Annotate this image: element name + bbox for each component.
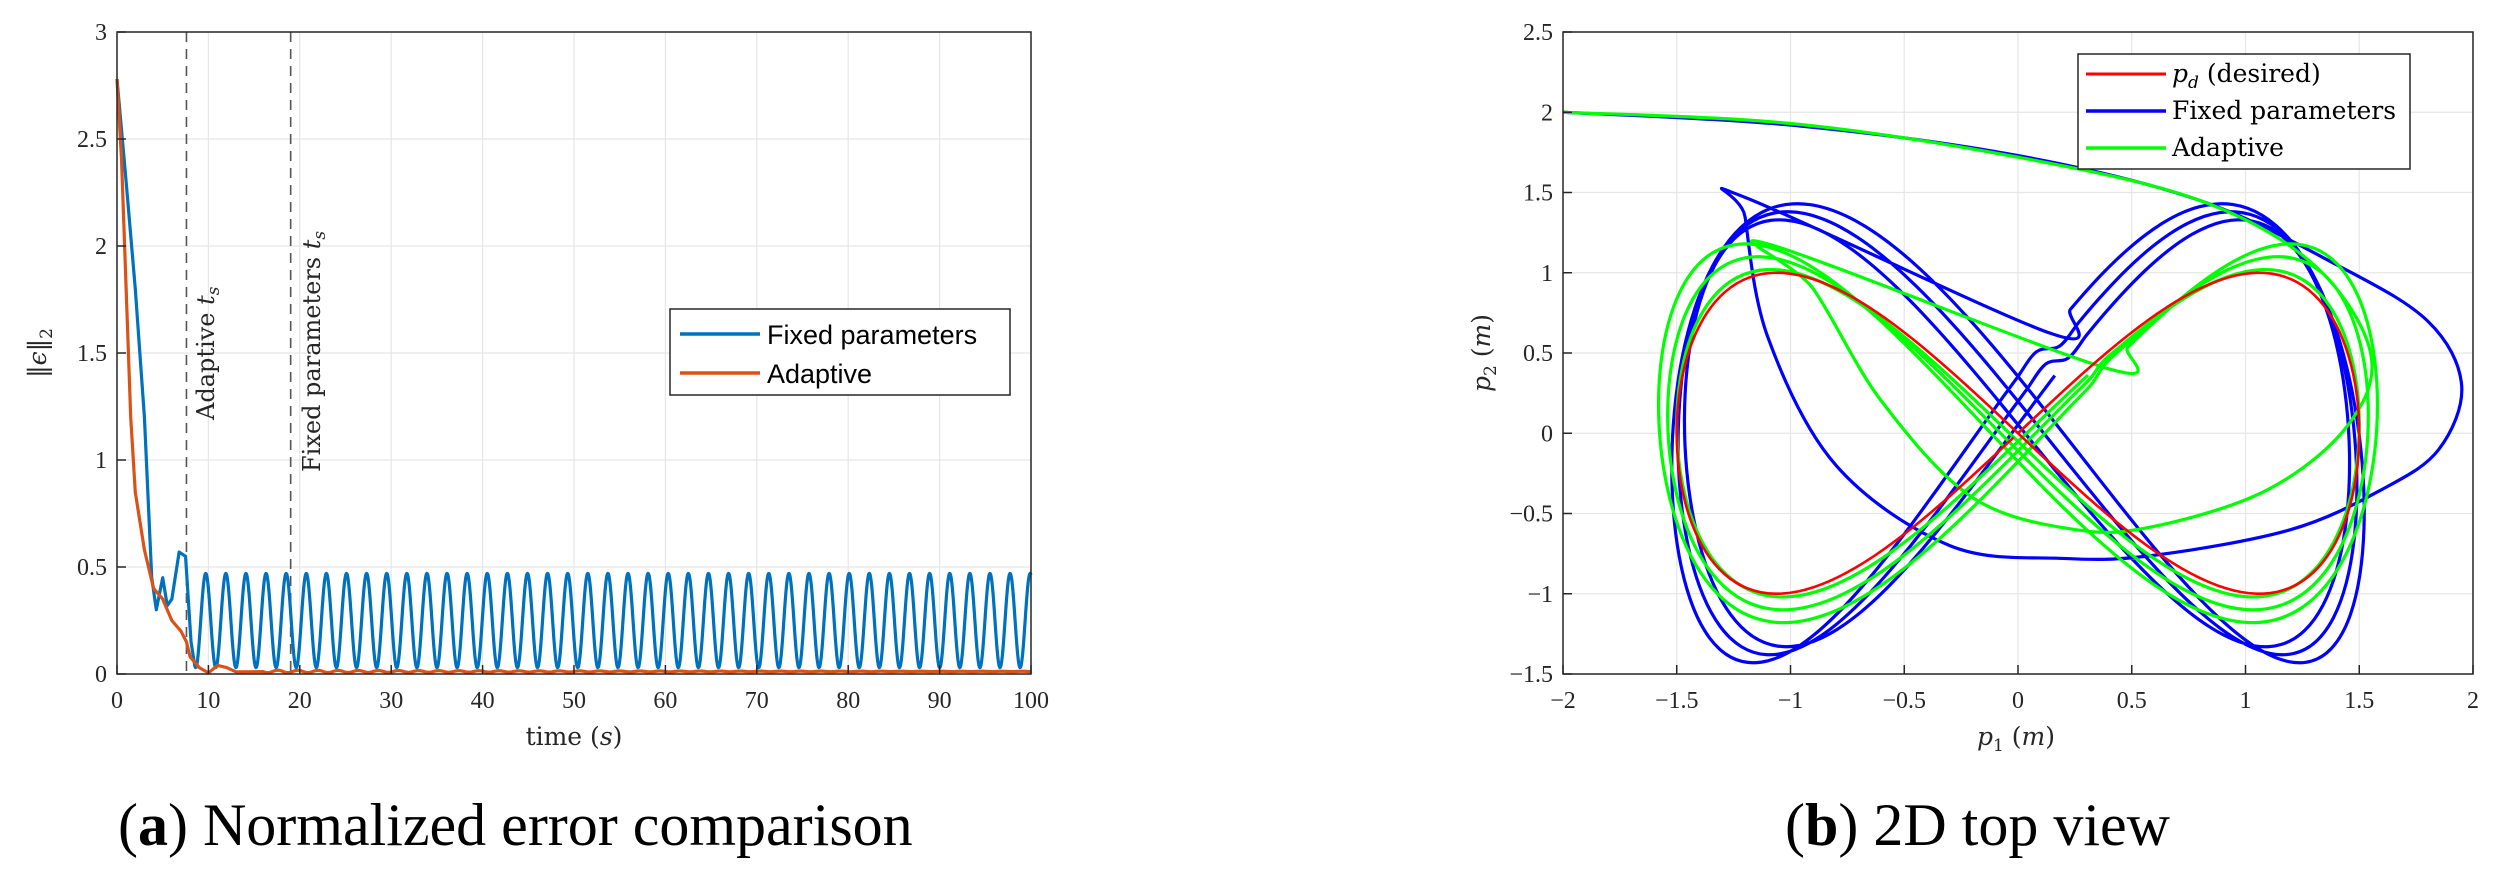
tick-label-x: 70 xyxy=(745,688,769,714)
panel-a-ticks xyxy=(116,31,1032,675)
panel-a-xlabel: time (s) xyxy=(526,722,623,751)
tick-label-x: 60 xyxy=(653,688,677,714)
panel-a-ylabel: ‖ϵ‖2 xyxy=(23,328,57,378)
tick-label-y: 0.5 xyxy=(77,555,107,581)
tick-label-y: 0 xyxy=(95,662,107,688)
tick-label-y: 1 xyxy=(1541,261,1553,287)
tick-label-y: 3 xyxy=(95,20,107,46)
legend-desired-label: pd (desired) xyxy=(2172,59,2321,93)
panel-b-ticks xyxy=(1562,31,2474,675)
tick-label-x: 50 xyxy=(562,688,586,714)
tick-label-y: 2.5 xyxy=(77,127,107,153)
tick-label-x: 40 xyxy=(471,688,495,714)
tick-label-x: 10 xyxy=(196,688,220,714)
tick-label-x: −1.5 xyxy=(1655,688,1699,714)
tick-label-y: 0.5 xyxy=(1523,341,1553,367)
tick-label-y: −0.5 xyxy=(1509,502,1553,528)
tick-label-x: 20 xyxy=(288,688,312,714)
panel-b-chart: −2 −1.5 −1 −0.5 0 0.5 1 1.5 2−1.5−1−0.500.511.52… xyxy=(1467,20,2479,858)
panel-a-series xyxy=(115,78,1033,675)
tick-label-y: 1 xyxy=(95,448,107,474)
tick-label-x: 2 xyxy=(2467,688,2479,714)
tick-label-x: 90 xyxy=(928,688,952,714)
adaptive-ts-label: Adaptive ts xyxy=(192,286,224,421)
panel-a-legend-box xyxy=(669,308,1011,396)
series-line-desired xyxy=(1675,271,2361,596)
legend-adaptive-b-label: Adaptive xyxy=(2171,133,2284,162)
legend-fixed-label: Fixed parameters xyxy=(767,320,977,350)
tick-label-x: 0 xyxy=(111,688,123,714)
panel-b-xlabel: p1 (m) xyxy=(1977,722,2055,756)
tick-label-x: −1 xyxy=(1778,688,1804,714)
tick-label-y: 1.5 xyxy=(1523,181,1553,207)
series-line-adaptive xyxy=(115,78,1032,675)
tick-label-y: 1.5 xyxy=(77,341,107,367)
tick-label-y: 2 xyxy=(95,234,107,260)
panel-a-tick-labels: 0 10 20 30 40 50 60 70 80 90 100 0 0.5 1 1.5 2 2.5 3 xyxy=(77,20,1049,714)
tick-label-x: −0.5 xyxy=(1882,688,1926,714)
tick-label-y: −1 xyxy=(1527,582,1553,608)
panel-b-series xyxy=(1562,110,2464,665)
tick-label-x: 0.5 xyxy=(2117,688,2147,714)
tick-label-x: 30 xyxy=(379,688,403,714)
series-line-fixed-parameters xyxy=(115,78,1033,670)
series-line-fixed-parameters-2d xyxy=(1562,110,2464,665)
panel-a-chart: 0 10 20 30 40 50 60 70 80 90 100 0 0.5 1 1.5 2 2.5 3 time… xyxy=(23,20,1049,858)
panel-b-legend: pd (desired) Fixed parameters Adaptive xyxy=(2077,53,2411,170)
panel-b-tick-labels: −2 −1.5 −1 −0.5 0 0.5 1 1.5 2−1.5−1−0.500.511.52… xyxy=(1509,20,2479,714)
panel-b-caption: (b) 2D top view xyxy=(1785,792,2171,858)
tick-label-x: −2 xyxy=(1550,688,1576,714)
tick-label-y: 2.5 xyxy=(1523,20,1553,46)
fixed-ts-label: Fixed parameters ts xyxy=(298,231,330,472)
tick-label-x: 1.5 xyxy=(2344,688,2374,714)
panel-b-ylabel: p2 (m) xyxy=(1467,314,1501,392)
panel-a-caption: (a) Normalized error comparison xyxy=(118,792,913,858)
panel-a-legend: Fixed parameters Adaptive xyxy=(669,308,1011,396)
tick-label-x: 100 xyxy=(1013,688,1049,714)
series-line-adaptive-2d xyxy=(1562,110,2380,625)
tick-label-y: 0 xyxy=(1541,421,1553,447)
tick-label-y: −1.5 xyxy=(1509,662,1553,688)
legend-adaptive-label: Adaptive xyxy=(767,359,872,389)
legend-fixed-b-label: Fixed parameters xyxy=(2172,96,2396,125)
tick-label-x: 1 xyxy=(2240,688,2252,714)
tick-label-x: 0 xyxy=(2012,688,2024,714)
tick-label-x: 80 xyxy=(836,688,860,714)
tick-label-y: 2 xyxy=(1541,100,1553,126)
